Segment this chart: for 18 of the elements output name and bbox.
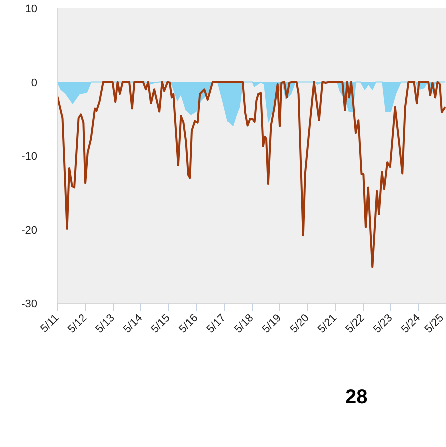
- x-tick-label: 5/22: [344, 312, 368, 336]
- x-tick-label: 5/21: [316, 312, 340, 336]
- y-tick-label: 10: [25, 4, 38, 16]
- x-tick-label: 5/19: [260, 312, 284, 336]
- text: 28: [346, 386, 368, 408]
- x-tick-label: 5/11: [38, 312, 62, 336]
- line-series: [58, 81, 446, 268]
- x-tick-label: 5/18: [232, 312, 256, 336]
- x-tick-label: 5/13: [94, 312, 118, 336]
- x-tick-label: 5/20: [288, 312, 312, 336]
- y-tick-label: -10: [22, 151, 38, 163]
- y-tick-label: -30: [22, 298, 38, 310]
- x-tick-label: 5/16: [177, 312, 201, 336]
- y-tick-label: -20: [22, 224, 38, 237]
- x-tick-label: 5/23: [372, 312, 396, 336]
- x-tick-label: 5/24: [399, 312, 423, 336]
- x-tick-label: 5/12: [66, 312, 90, 336]
- y-tick-label: 0: [31, 77, 38, 90]
